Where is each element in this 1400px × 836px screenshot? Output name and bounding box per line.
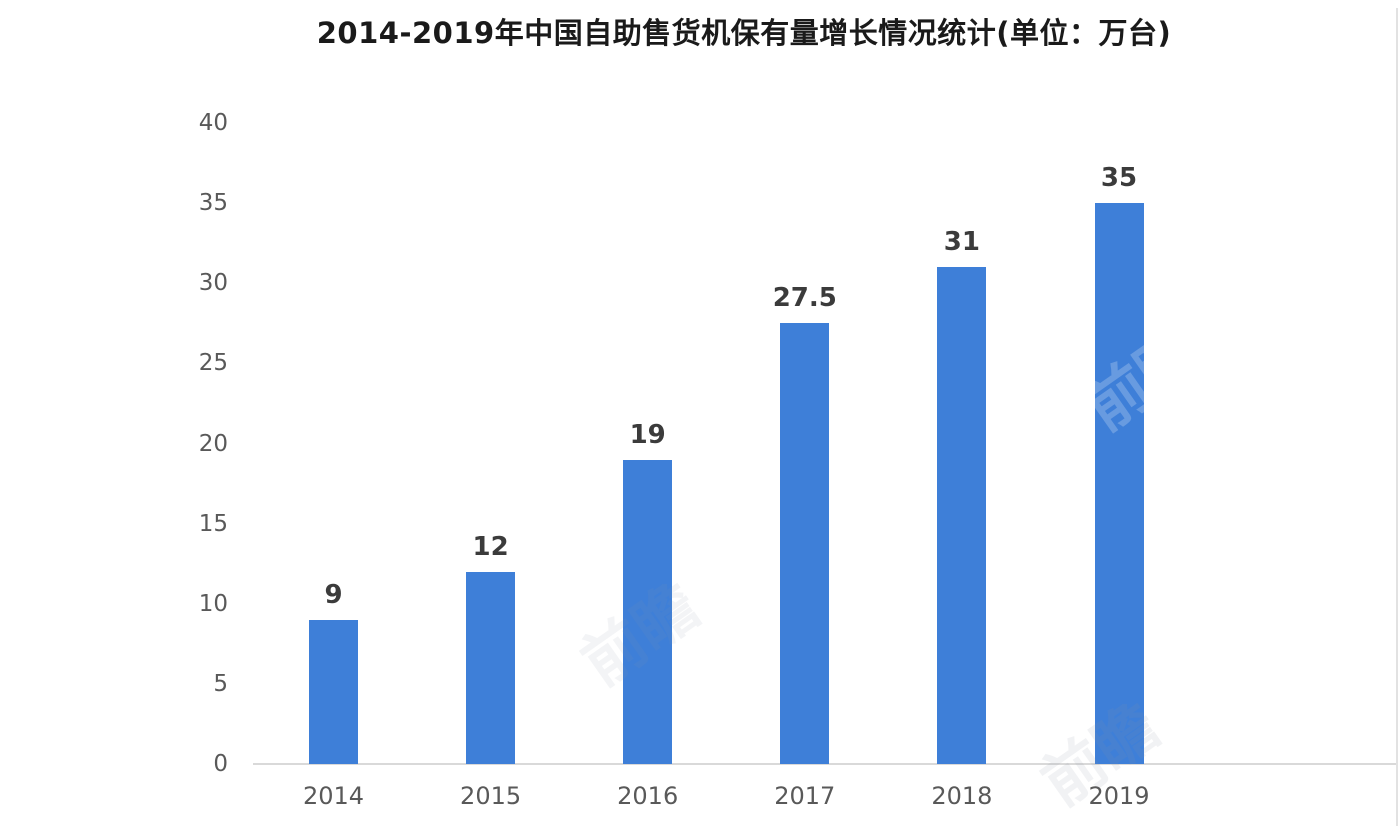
x-tick-label-2017: 2017: [774, 782, 836, 810]
y-tick-label: 30: [198, 270, 228, 297]
x-tick-label-2014: 2014: [302, 782, 365, 810]
bar-value-label-2017: 27.5: [772, 283, 837, 313]
x-tick-label-2015: 2015: [460, 782, 522, 810]
y-tick-label: 15: [198, 510, 228, 537]
y-tick-label: 20: [198, 430, 228, 457]
bar-2014: [309, 620, 358, 764]
x-tick-label-2018: 2018: [931, 782, 993, 810]
bar-2015: [466, 572, 516, 764]
bar-value-label-2016: 19: [629, 420, 666, 450]
y-tick-label: 40: [198, 110, 228, 136]
y-tick-label: 25: [198, 350, 228, 377]
y-tick-label: 35: [198, 190, 228, 217]
x-tick-label-2016: 2016: [617, 782, 679, 810]
y-tick-label: 10: [198, 590, 228, 617]
bar-2016: [623, 460, 673, 764]
bar-2017: [780, 323, 830, 764]
bar-2018: [937, 267, 987, 764]
bar-value-label-2014: 9: [324, 580, 343, 610]
bar-value-label-2019: 35: [1100, 163, 1138, 193]
bar-value-label-2015: 12: [472, 532, 509, 562]
chart-title: 2014-2019年中国自助售货机保有量增长情况统计(单位：万台): [316, 16, 1172, 50]
x-axis-line: [253, 763, 1396, 765]
bar-2019: [1094, 203, 1144, 764]
x-tick-label-2019: 2019: [1088, 782, 1150, 810]
image-edge-line: [1396, 8, 1398, 826]
bar-value-label-2018: 31: [943, 227, 980, 257]
y-tick-label: 0: [213, 751, 228, 777]
y-tick-label: 5: [213, 670, 228, 697]
